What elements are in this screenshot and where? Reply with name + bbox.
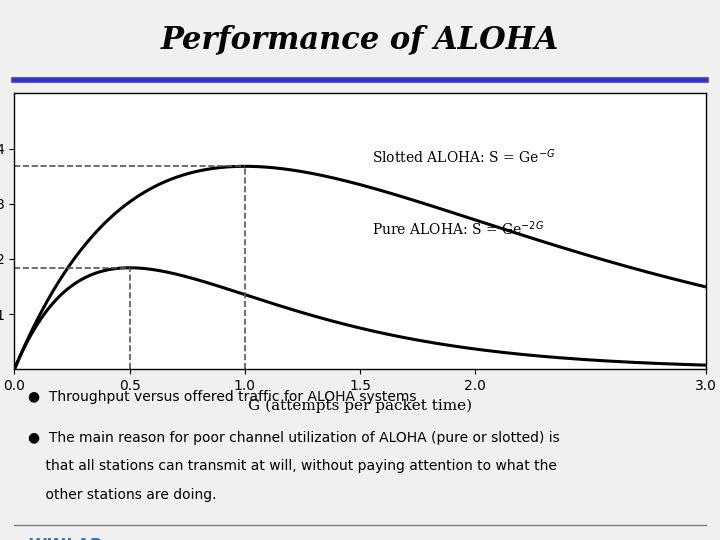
- Text: other stations are doing.: other stations are doing.: [28, 488, 217, 502]
- Text: Pure ALOHA: S = Ge$^{-2G}$: Pure ALOHA: S = Ge$^{-2G}$: [372, 219, 544, 238]
- Text: Performance of ALOHA: Performance of ALOHA: [161, 24, 559, 56]
- Text: ●  Throughput versus offered traffic for ALOHA systems: ● Throughput versus offered traffic for …: [28, 390, 417, 403]
- Text: that all stations can transmit at will, without paying attention to what the: that all stations can transmit at will, …: [28, 460, 557, 474]
- X-axis label: G (attempts per packet time): G (attempts per packet time): [248, 399, 472, 413]
- Text: ●  The main reason for poor channel utilization of ALOHA (pure or slotted) is: ● The main reason for poor channel utili…: [28, 430, 560, 444]
- Text: Slotted ALOHA: S = Ge$^{-G}$: Slotted ALOHA: S = Ge$^{-G}$: [372, 147, 555, 166]
- Text: WINLAB: WINLAB: [28, 537, 103, 540]
